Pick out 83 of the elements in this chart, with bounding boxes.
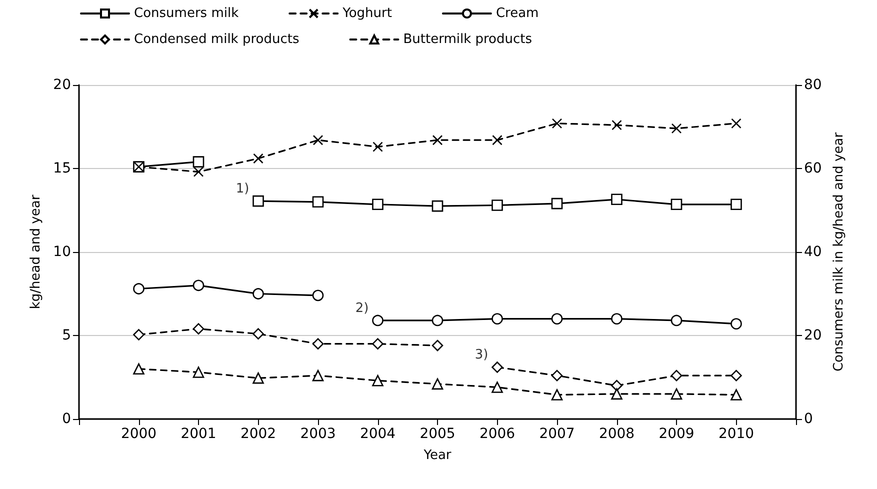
point: [133, 329, 144, 340]
point: [372, 374, 384, 386]
legend-label: Cream: [496, 6, 539, 21]
point: [252, 195, 264, 207]
point: [551, 370, 563, 382]
point: [670, 314, 682, 326]
point: [730, 198, 742, 210]
y-tick-label: 10: [53, 244, 71, 260]
y-tick-label: 20: [53, 77, 71, 93]
point: [492, 313, 503, 324]
y2-axis-title: Consumers milk in kg/head and year: [832, 132, 847, 372]
y2-tick-label: 40: [804, 244, 822, 260]
x-axis-title: Year: [422, 448, 452, 463]
point: [492, 382, 503, 393]
y-tick-label: 0: [62, 411, 71, 427]
point: [670, 198, 682, 210]
point: [432, 134, 443, 146]
point: [372, 314, 384, 326]
point: [312, 338, 324, 350]
point: [192, 366, 204, 378]
point: [252, 372, 264, 384]
annotation: 2): [355, 300, 369, 316]
legend-label: Condensed milk products: [134, 32, 300, 47]
y-axis-title: kg/head and year: [28, 194, 44, 310]
point: [192, 280, 204, 292]
point: [671, 123, 682, 134]
point: [193, 166, 204, 177]
point: [192, 323, 204, 334]
point: [372, 338, 384, 350]
legend-label: Buttermilk products: [403, 32, 532, 47]
point: [551, 389, 563, 400]
x-tick-label: 2008: [598, 426, 635, 442]
annotation: 1): [236, 182, 250, 197]
point: [551, 313, 563, 324]
point: [312, 196, 324, 208]
y2-tick-label: 80: [804, 77, 822, 93]
point: [312, 134, 324, 146]
y2-tick-label: 60: [804, 160, 822, 176]
point: [670, 370, 682, 382]
point: [252, 288, 264, 300]
y-tick-label: 15: [53, 160, 71, 176]
x-tick-label: 2003: [300, 426, 336, 442]
x-tick-label: 2001: [180, 426, 216, 442]
point: [372, 142, 383, 152]
annotation: 3): [474, 348, 488, 363]
point: [432, 340, 444, 352]
point: [133, 363, 144, 375]
x-tick-label: 2005: [420, 426, 456, 442]
legend-label: Yoghurt: [342, 6, 392, 21]
point: [492, 200, 503, 211]
point: [372, 198, 384, 210]
x-tick-label: 2007: [539, 426, 575, 442]
point: [432, 378, 444, 390]
point: [612, 120, 622, 130]
point: [551, 198, 563, 210]
point: [731, 118, 742, 129]
y2-tick-label: 20: [804, 328, 822, 344]
point: [312, 370, 324, 382]
point: [611, 388, 622, 400]
point: [730, 318, 742, 330]
point: [492, 134, 502, 146]
point: [192, 156, 204, 168]
legend-label: Consumers milk: [134, 6, 240, 21]
point: [133, 283, 144, 294]
point: [253, 153, 264, 164]
y2-tick-label: 0: [804, 411, 813, 427]
x-tick-label: 2006: [479, 426, 516, 442]
x-tick-label: 2000: [120, 426, 157, 442]
x-tick-label: 2004: [360, 426, 396, 442]
point: [432, 314, 444, 326]
point: [252, 328, 264, 340]
point: [730, 389, 742, 400]
point: [312, 290, 324, 302]
x-tick-label: 2002: [240, 426, 276, 442]
point: [611, 194, 622, 206]
y-tick-label: 5: [62, 328, 71, 344]
point: [670, 388, 682, 400]
point: [492, 362, 503, 373]
point: [611, 313, 622, 324]
x-tick-label: 2009: [658, 426, 694, 442]
x-tick-label: 2010: [718, 426, 754, 442]
point: [432, 200, 444, 212]
point: [552, 118, 562, 129]
